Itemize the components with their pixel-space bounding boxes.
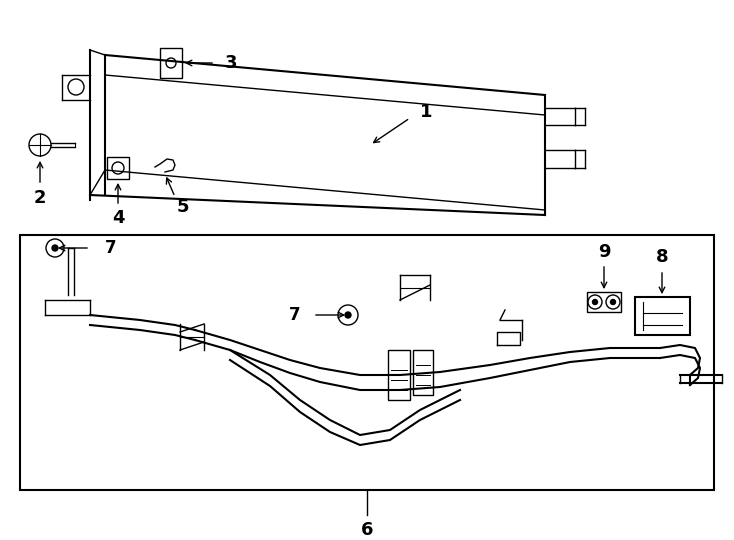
- Text: 8: 8: [655, 248, 669, 266]
- Text: 7: 7: [288, 306, 300, 324]
- Text: 6: 6: [360, 521, 374, 539]
- Text: 3: 3: [225, 54, 238, 72]
- Text: 7: 7: [105, 239, 117, 257]
- Circle shape: [52, 245, 58, 251]
- Text: 4: 4: [112, 209, 124, 227]
- Text: 9: 9: [597, 243, 610, 261]
- Bar: [587, 292, 621, 312]
- Bar: [160, 48, 182, 78]
- Circle shape: [592, 300, 597, 305]
- Text: 2: 2: [34, 189, 46, 207]
- Text: 1: 1: [420, 103, 432, 121]
- Circle shape: [345, 312, 351, 318]
- Bar: [635, 297, 690, 335]
- Text: 5: 5: [177, 198, 189, 216]
- Circle shape: [611, 300, 616, 305]
- Bar: [388, 350, 410, 400]
- Bar: [413, 350, 433, 395]
- FancyBboxPatch shape: [107, 157, 129, 179]
- Bar: [20, 235, 714, 490]
